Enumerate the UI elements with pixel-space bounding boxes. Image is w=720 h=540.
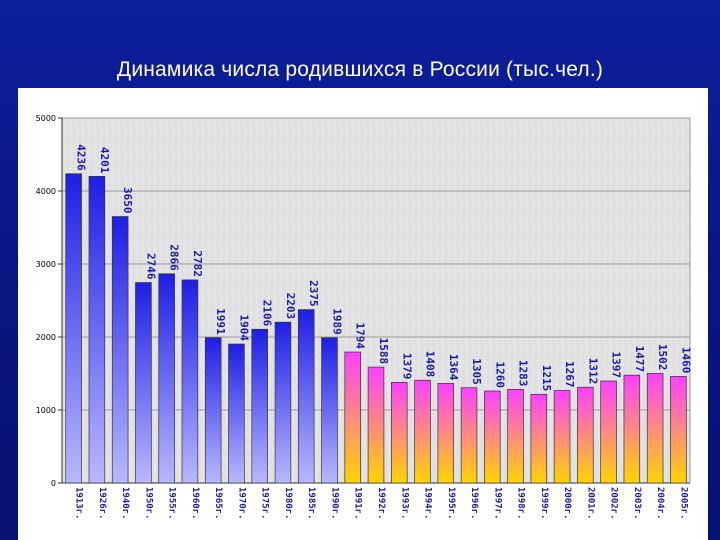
y-tick-label: 0: [51, 479, 56, 488]
x-tick-label: 2002г.: [609, 487, 619, 520]
x-tick-label: 1992г.: [376, 487, 386, 520]
bar-value-label: 1364: [447, 354, 460, 381]
bar: [88, 175, 106, 484]
bar-value-label: 2203: [284, 293, 297, 320]
bar-value-label: 1283: [517, 360, 530, 387]
y-tick-label: 5000: [36, 114, 56, 123]
bar-value-label: 1397: [610, 352, 623, 379]
bar-value-label: 1305: [470, 358, 483, 385]
births-bar-chart: 0 1000 2000 3000 4000 5000 4236 1913г. 4201 1926г…: [36, 114, 693, 520]
bar-value-label: 4236: [75, 144, 88, 171]
bar: [65, 173, 82, 484]
x-tick-label: 1996г.: [469, 487, 479, 520]
bar-value-label: 2866: [168, 244, 181, 271]
x-tick-label: 2001г.: [585, 487, 595, 520]
bar-value-label: 1215: [540, 365, 553, 392]
x-tick-label: 1991г.: [353, 487, 363, 520]
x-tick-label: 1970г.: [236, 487, 246, 520]
bar-value-label: 1460: [679, 347, 692, 374]
x-tick-label: 2000г.: [562, 487, 572, 520]
y-tick-label: 4000: [36, 187, 56, 196]
y-tick-label: 3000: [36, 260, 56, 269]
bar: [623, 374, 641, 484]
x-tick-label: 1955г.: [167, 487, 177, 520]
x-tick-label: 1913г.: [74, 487, 84, 520]
bar: [553, 390, 571, 484]
chart-frame: 0 1000 2000 3000 4000 5000 4236 1913г. 4201 1926г…: [18, 88, 708, 540]
x-tick-label: 2004г.: [655, 487, 665, 520]
bar: [204, 337, 222, 484]
x-tick-label: 1998г.: [516, 487, 526, 520]
bar: [530, 393, 548, 484]
x-tick-label: 1999г.: [539, 487, 549, 520]
bar-value-label: 2746: [144, 253, 157, 280]
bar: [181, 279, 199, 484]
bar-value-label: 2782: [191, 250, 204, 277]
bar: [344, 351, 361, 484]
bar: [646, 373, 664, 484]
bar-value-label: 1794: [354, 323, 367, 350]
bar-value-label: 3650: [121, 187, 134, 214]
bar: [297, 309, 315, 484]
x-tick-label: 1994г.: [423, 487, 433, 520]
bar-value-label: 4201: [98, 147, 111, 174]
bar-value-label: 1477: [633, 346, 646, 373]
bar-value-label: 1588: [377, 338, 390, 365]
x-tick-label: 1965г.: [213, 487, 223, 520]
bar-value-label: 1904: [237, 315, 250, 342]
bar: [391, 381, 408, 484]
bar: [367, 366, 385, 484]
x-tick-label: 1993г.: [399, 487, 409, 520]
bar: [321, 337, 338, 484]
bar-value-label: 2106: [261, 300, 274, 327]
bar-value-label: 1312: [586, 358, 599, 385]
bar: [111, 216, 129, 484]
slide-title: Динамика числа родившихся в России (тыс.…: [116, 58, 604, 81]
x-tick-label: 1960г.: [190, 487, 200, 520]
y-tick-label: 2000: [36, 333, 56, 342]
x-tick-label: 1926г.: [97, 487, 107, 520]
x-tick-label: 2005г.: [678, 487, 688, 520]
bar: [274, 321, 292, 484]
bar: [135, 282, 152, 484]
x-tick-label: 1995г.: [446, 487, 456, 520]
bar: [577, 386, 594, 484]
bar: [600, 380, 617, 484]
bar: [228, 343, 245, 484]
bar: [460, 387, 478, 484]
x-tick-label: 1950г.: [143, 487, 153, 520]
bar: [414, 379, 431, 484]
bar: [251, 328, 268, 484]
bar: [670, 376, 687, 484]
bar: [484, 390, 501, 484]
x-tick-label: 1997г.: [492, 487, 502, 520]
x-tick-label: 1985г.: [306, 487, 316, 520]
x-tick-label: 1980г.: [283, 487, 293, 520]
bar-value-label: 1502: [656, 344, 669, 371]
x-tick-label: 1940г.: [120, 487, 130, 520]
bar-value-label: 1991: [214, 308, 227, 335]
bar: [437, 383, 455, 484]
x-tick-label: 1990г.: [329, 487, 339, 520]
bar: [158, 273, 175, 484]
bar-value-label: 1379: [400, 353, 413, 380]
bar-value-label: 1408: [424, 351, 437, 378]
bar-value-label: 1989: [330, 308, 343, 335]
y-tick-label: 1000: [36, 406, 56, 415]
x-tick-label: 1975г.: [260, 487, 270, 520]
bar: [507, 388, 524, 484]
x-tick-label: 2003г.: [632, 487, 642, 520]
bar-value-label: 1260: [493, 362, 506, 389]
bar-value-label: 1267: [563, 361, 576, 388]
bar-value-label: 2375: [307, 280, 320, 307]
